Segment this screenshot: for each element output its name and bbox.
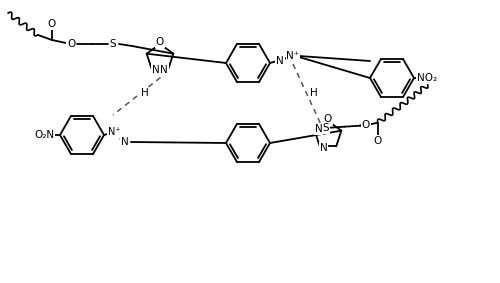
Text: O: O [362, 120, 370, 130]
Text: H: H [140, 88, 148, 98]
Text: O: O [324, 114, 332, 124]
Text: O: O [48, 19, 56, 29]
Text: NO₂: NO₂ [417, 73, 437, 83]
Text: N⁺: N⁺ [286, 51, 300, 61]
Text: O₂N: O₂N [34, 130, 54, 140]
Text: O: O [156, 37, 164, 47]
Text: N: N [160, 65, 168, 75]
Text: O: O [67, 39, 75, 49]
Text: S: S [322, 123, 329, 133]
Text: O: O [374, 136, 382, 146]
Text: H: H [310, 88, 318, 98]
Text: N: N [315, 124, 322, 134]
Text: N⁺: N⁺ [108, 127, 120, 137]
Text: N: N [152, 65, 160, 75]
Text: S: S [110, 39, 116, 49]
Text: N: N [276, 56, 284, 66]
Text: N: N [121, 137, 129, 147]
Text: N: N [320, 143, 328, 153]
